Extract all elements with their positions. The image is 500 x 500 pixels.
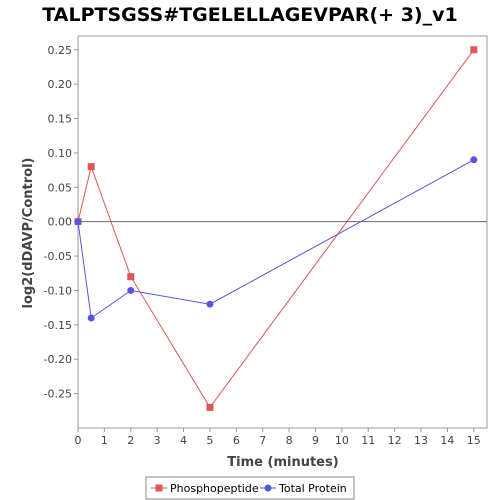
y-tick-label: 0.25	[48, 44, 73, 57]
x-tick-label: 9	[312, 434, 319, 447]
legend: Phosphopeptide Total Protein	[145, 476, 355, 500]
x-tick-label: 5	[206, 434, 213, 447]
x-tick-label: 3	[154, 434, 161, 447]
y-tick-label: -0.20	[44, 353, 72, 366]
x-tick-label: 0	[75, 434, 82, 447]
data-point	[470, 46, 478, 54]
x-tick-label: 11	[361, 434, 375, 447]
plot-area: 0 1 2 3 4 5 6 7 8 9 10 11 12 13 14 150.250.200.150.100.…	[44, 35, 488, 447]
legend-marker	[264, 484, 272, 492]
y-tick-label: -0.15	[44, 319, 72, 332]
x-tick-label: 10	[335, 434, 349, 447]
y-tick-label: -0.10	[44, 284, 72, 297]
data-point	[87, 314, 95, 322]
x-tick-label: 12	[388, 434, 402, 447]
data-point	[127, 286, 135, 294]
legend-marker	[155, 484, 163, 492]
y-tick-label: 0.05	[48, 181, 73, 194]
y-axis-label: log2(dDAVP/Control)	[21, 158, 36, 309]
data-point	[206, 300, 214, 308]
x-tick-label: 2	[127, 434, 134, 447]
chart-title: TALPTSGSS#TGELELLAGEVPAR(+ 3)_v1	[42, 4, 457, 26]
x-tick-label: 1	[101, 434, 108, 447]
x-axis-label: Time (minutes)	[227, 455, 338, 470]
y-tick-label: 0.15	[48, 113, 73, 126]
data-point	[87, 163, 95, 171]
data-point	[127, 273, 135, 281]
x-tick-label: 8	[286, 434, 293, 447]
data-point	[74, 218, 82, 226]
y-tick-label: 0.10	[48, 147, 73, 160]
legend-label: Phosphopeptide	[170, 482, 259, 495]
y-tick-label: -0.25	[44, 388, 72, 401]
data-point	[470, 156, 478, 164]
y-tick-label: -0.05	[44, 250, 72, 263]
x-tick-label: 15	[467, 434, 481, 447]
plot-frame	[77, 35, 488, 429]
legend-box	[145, 476, 355, 500]
x-tick-label: 13	[414, 434, 428, 447]
x-tick-label: 14	[440, 434, 454, 447]
legend-label: Total Protein	[278, 482, 347, 495]
data-point	[206, 403, 214, 411]
x-tick-label: 6	[233, 434, 240, 447]
x-tick-label: 7	[259, 434, 266, 447]
x-tick-label: 4	[180, 434, 187, 447]
y-tick-label: 0.20	[48, 78, 73, 91]
y-tick-label: 0.00	[48, 216, 73, 229]
